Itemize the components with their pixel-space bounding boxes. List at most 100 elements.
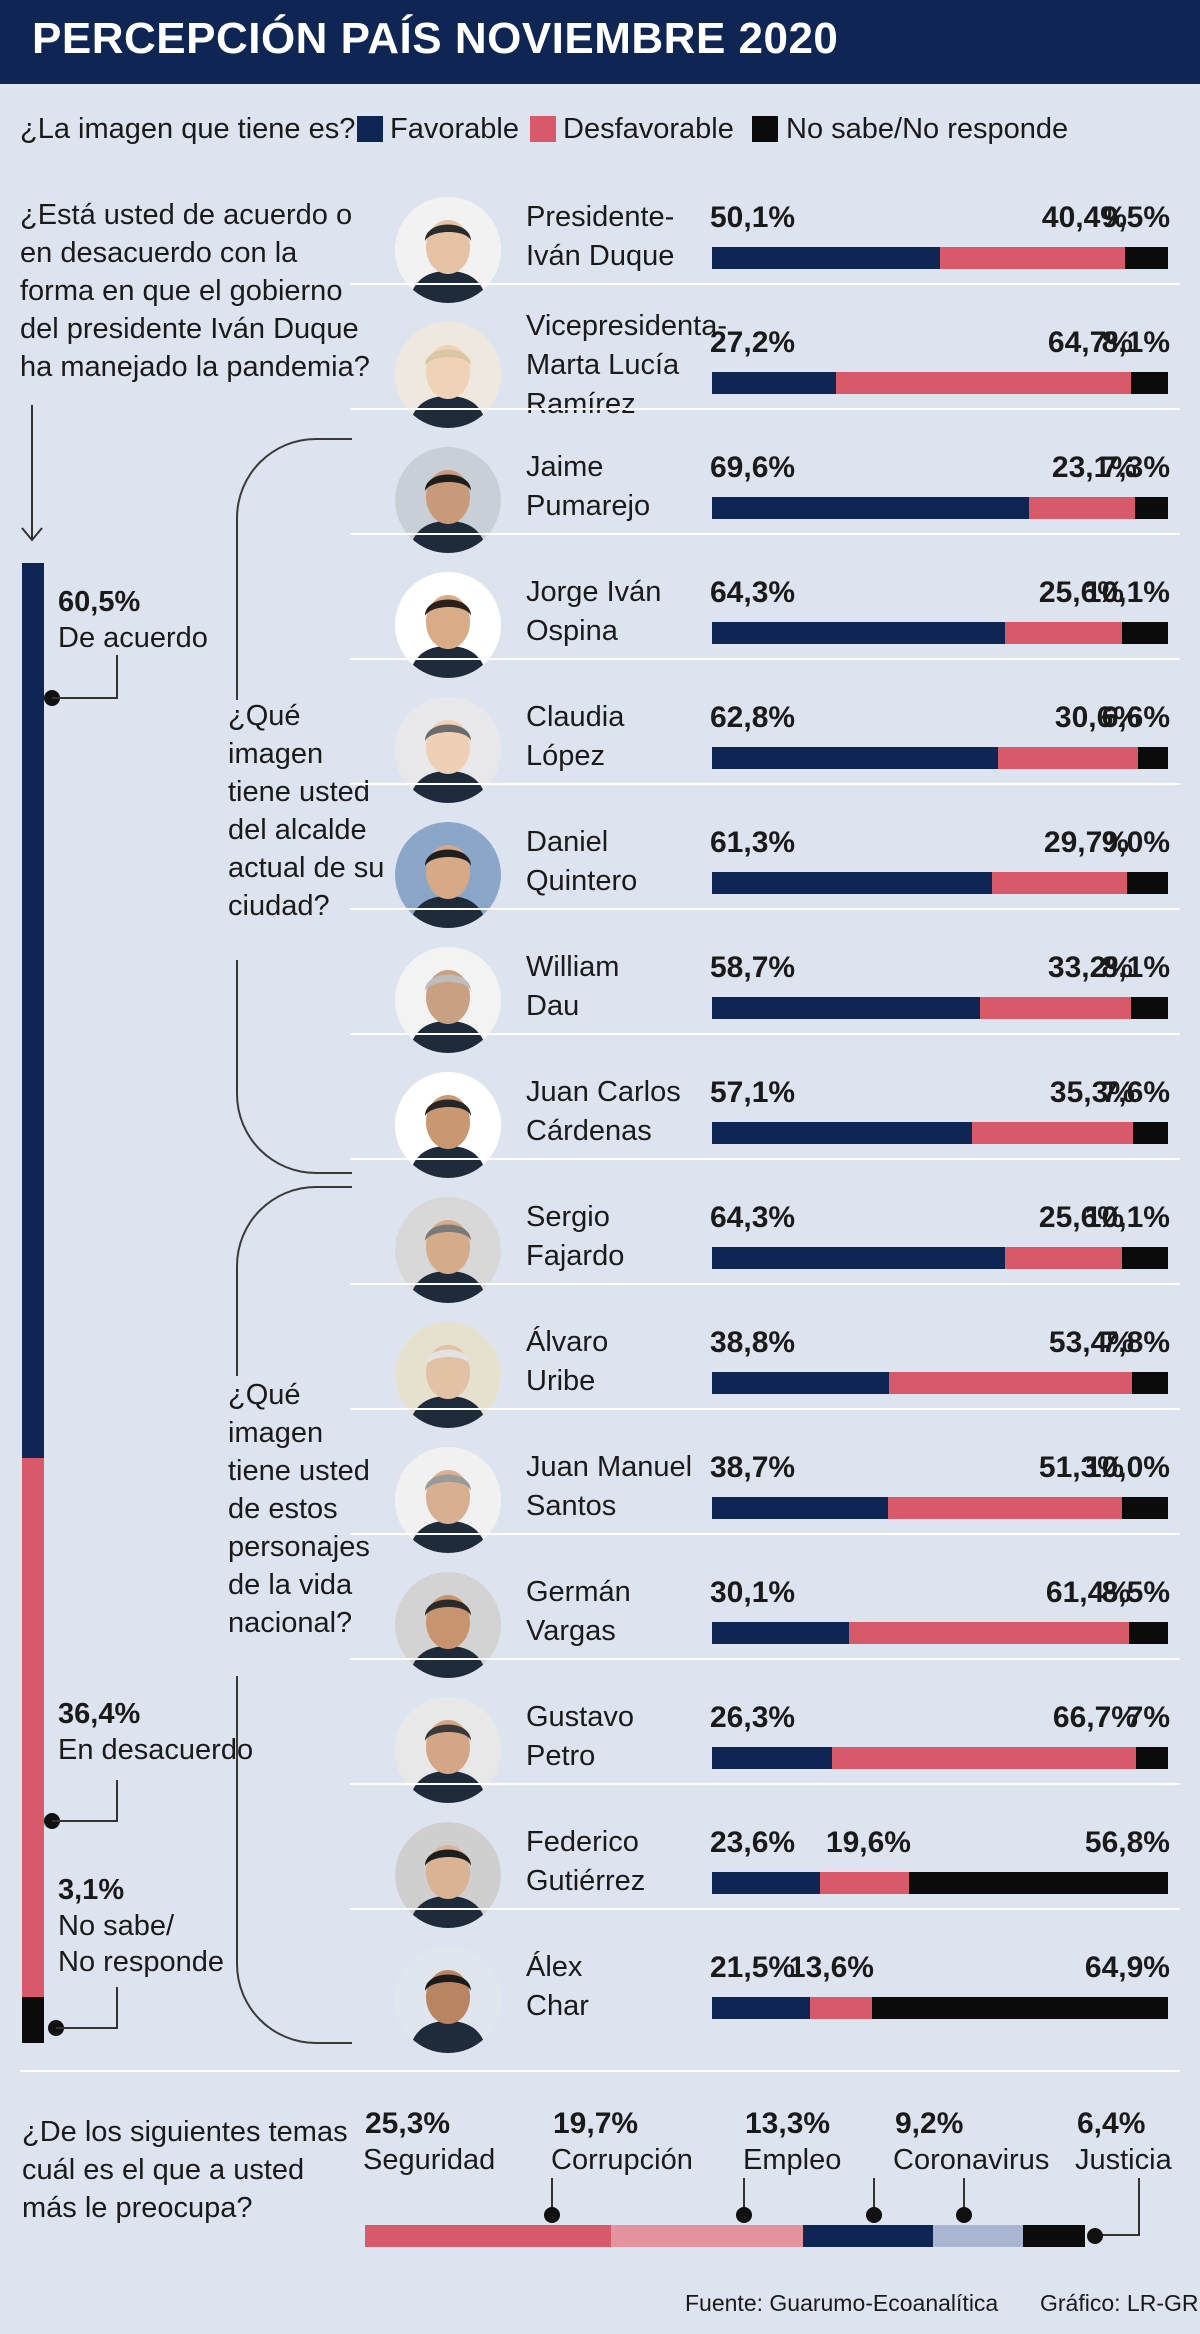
bar-segment-vicepresidenta-marta-lucía-ramírez-nsnr bbox=[1131, 372, 1168, 394]
person-name-álex-char: Álex Char bbox=[526, 1951, 589, 2022]
person-name-jaime-pumarejo: Jaime Pumarejo bbox=[526, 451, 651, 522]
value-label-federico-gutiérrez-favorable: 23,6% bbox=[710, 1826, 796, 1859]
bar-segment-vicepresidenta-marta-lucía-ramírez-desfavorable bbox=[836, 372, 1131, 394]
bar-segment-juan-carlos-cárdenas-favorable bbox=[712, 1122, 972, 1144]
legend-nsnr-label: No sabe/No responde bbox=[786, 113, 1069, 145]
person-name-gustavo-petro: Gustavo Petro bbox=[526, 1701, 634, 1772]
tema-label-corrupcion: Corrupción bbox=[551, 2144, 693, 2176]
avatar-william-dau bbox=[395, 947, 501, 1053]
person-name-juan-manuel-santos: Juan Manuel Santos bbox=[526, 1451, 693, 1522]
avatar-juan-manuel-santos bbox=[395, 1447, 501, 1553]
value-label-juan-manuel-santos-favorable: 38,7% bbox=[710, 1451, 796, 1484]
bar-segment-álvaro-uribe-nsnr bbox=[1132, 1372, 1168, 1394]
page-title: PERCEPCIÓN PAÍS NOVIEMBRE 2020 bbox=[32, 14, 839, 63]
value-label-juan-carlos-cárdenas-desfavorable: 35,3% bbox=[1049, 1076, 1135, 1109]
value-label-gustavo-petro-favorable: 26,3% bbox=[710, 1701, 796, 1734]
legend-question: ¿La imagen que tiene es? bbox=[20, 113, 356, 145]
bar-segment-gustavo-petro-desfavorable bbox=[832, 1747, 1136, 1769]
value-label-álvaro-uribe-desfavorable: 53,4% bbox=[1048, 1326, 1134, 1359]
avatar-sergio-fajardo bbox=[395, 1197, 501, 1303]
bar-segment-gustavo-petro-nsnr bbox=[1136, 1747, 1168, 1769]
bar-segment-federico-gutiérrez-desfavorable bbox=[820, 1872, 909, 1894]
tema-leader-corrupcion bbox=[743, 2178, 745, 2214]
tema-leader-h-justicia bbox=[1099, 2234, 1140, 2236]
bar-segment-jorge-iván-ospina-desfavorable bbox=[1005, 622, 1122, 644]
value-label-jorge-iván-ospina-nsnr: 10,1% bbox=[1084, 576, 1170, 609]
tema-label-seguridad: Seguridad bbox=[363, 2144, 496, 2176]
person-name-juan-carlos-cárdenas: Juan Carlos Cárdenas bbox=[526, 1076, 681, 1147]
person-name-daniel-quintero: Daniel Quintero bbox=[526, 826, 638, 897]
gobierno-text-desacuerdo: En desacuerdo bbox=[58, 1734, 254, 1766]
tema-leader-justicia bbox=[1138, 2178, 1140, 2236]
row-separator bbox=[350, 408, 1180, 410]
bar-segment-presidente-iván-duque-nsnr bbox=[1125, 247, 1168, 269]
tema-segment-seguridad bbox=[365, 2225, 611, 2247]
person-name-jorge-iván-ospina: Jorge Iván Ospina bbox=[526, 576, 662, 647]
bar-segment-federico-gutiérrez-favorable bbox=[712, 1872, 820, 1894]
question-alcaldes: ¿Qué imagen tiene usted del alcalde actu… bbox=[228, 700, 385, 922]
legend-desfavorable-swatch bbox=[530, 116, 556, 142]
arrow-down-icon bbox=[21, 527, 43, 542]
value-label-álvaro-uribe-nsnr: 7,8% bbox=[1101, 1326, 1170, 1359]
gobierno-leader-nsnr-h bbox=[56, 2027, 118, 2029]
value-label-vicepresidenta-marta-lucía-ramírez-desfavorable: 64,7% bbox=[1047, 326, 1133, 359]
row-separator bbox=[350, 1408, 1180, 1410]
value-label-álex-char-desfavorable: 13,6% bbox=[788, 1951, 874, 1984]
row-separator bbox=[350, 783, 1180, 785]
gobierno-segment-nsnr bbox=[22, 1997, 44, 2043]
value-label-sergio-fajardo-desfavorable: 25,6% bbox=[1038, 1201, 1124, 1234]
value-label-daniel-quintero-favorable: 61,3% bbox=[710, 826, 796, 859]
bar-segment-sergio-fajardo-nsnr bbox=[1122, 1247, 1168, 1269]
value-label-juan-manuel-santos-nsnr: 10,0% bbox=[1084, 1451, 1170, 1484]
person-name-claudia-lópez: Claudia López bbox=[526, 701, 625, 772]
value-label-álex-char-favorable: 21,5% bbox=[710, 1951, 796, 1984]
avatar-federico-gutiérrez bbox=[395, 1822, 501, 1928]
tema-segment-corrupcion bbox=[611, 2225, 803, 2247]
bar-segment-juan-manuel-santos-nsnr bbox=[1122, 1497, 1168, 1519]
value-label-claudia-lópez-desfavorable: 30,6% bbox=[1054, 701, 1140, 734]
value-label-jorge-iván-ospina-favorable: 64,3% bbox=[710, 576, 796, 609]
bar-segment-germán-vargas-nsnr bbox=[1129, 1622, 1168, 1644]
gobierno-segment-desacuerdo bbox=[22, 1458, 44, 1997]
value-label-juan-carlos-cárdenas-favorable: 57,1% bbox=[710, 1076, 796, 1109]
gobierno-leader-acuerdo-h bbox=[52, 697, 118, 699]
bar-segment-jorge-iván-ospina-nsnr bbox=[1122, 622, 1168, 644]
bar-segment-william-dau-desfavorable bbox=[980, 997, 1131, 1019]
value-label-federico-gutiérrez-desfavorable: 19,6% bbox=[825, 1826, 911, 1859]
tema-dot-empleo bbox=[866, 2207, 882, 2223]
row-separator bbox=[350, 1908, 1180, 1910]
value-label-presidente-iván-duque-desfavorable: 40,4% bbox=[1041, 201, 1127, 234]
bar-segment-jorge-iván-ospina-favorable bbox=[712, 622, 1005, 644]
bar-segment-daniel-quintero-nsnr bbox=[1127, 872, 1168, 894]
value-label-william-dau-nsnr: 8,1% bbox=[1101, 951, 1170, 984]
tema-pct-corrupcion: 19,7% bbox=[553, 2107, 639, 2140]
bracket-nacionales-gap bbox=[226, 1376, 246, 1676]
value-label-sergio-fajardo-nsnr: 10,1% bbox=[1084, 1201, 1170, 1234]
bar-segment-juan-carlos-cárdenas-desfavorable bbox=[972, 1122, 1133, 1144]
tema-dot-coronavirus bbox=[956, 2207, 972, 2223]
tema-dot-justicia bbox=[1087, 2228, 1103, 2244]
row-separator bbox=[350, 1158, 1180, 1160]
value-label-germán-vargas-favorable: 30,1% bbox=[710, 1576, 796, 1609]
value-label-vicepresidenta-marta-lucía-ramírez-nsnr: 8,1% bbox=[1101, 326, 1170, 359]
person-name-william-dau: William Dau bbox=[526, 951, 620, 1022]
bar-segment-william-dau-favorable bbox=[712, 997, 980, 1019]
avatar-claudia-lópez bbox=[395, 697, 501, 803]
arrow-line bbox=[31, 405, 33, 540]
footer-source: Fuente: Guarumo-Ecoanalítica bbox=[685, 2290, 999, 2316]
avatar-vicepresidenta-marta-lucía-ramírez bbox=[395, 322, 501, 428]
person-name-germán-vargas: Germán Vargas bbox=[526, 1576, 631, 1647]
row-separator bbox=[350, 1533, 1180, 1535]
bar-segment-germán-vargas-favorable bbox=[712, 1622, 849, 1644]
avatar-daniel-quintero bbox=[395, 822, 501, 928]
tema-leader-coronavirus bbox=[963, 2178, 965, 2214]
gobierno-text-nsnr: No sabe/ No responde bbox=[58, 1910, 225, 1978]
question-temas: ¿De los siguientes temas cuál es el que … bbox=[22, 2116, 348, 2224]
bar-segment-claudia-lópez-desfavorable bbox=[998, 747, 1138, 769]
tema-label-coronavirus: Coronavirus bbox=[893, 2144, 1050, 2176]
bar-segment-federico-gutiérrez-nsnr bbox=[909, 1872, 1168, 1894]
value-label-sergio-fajardo-favorable: 64,3% bbox=[710, 1201, 796, 1234]
bar-segment-daniel-quintero-favorable bbox=[712, 872, 992, 894]
bar-segment-álvaro-uribe-favorable bbox=[712, 1372, 889, 1394]
value-label-jaime-pumarejo-favorable: 69,6% bbox=[710, 451, 796, 484]
